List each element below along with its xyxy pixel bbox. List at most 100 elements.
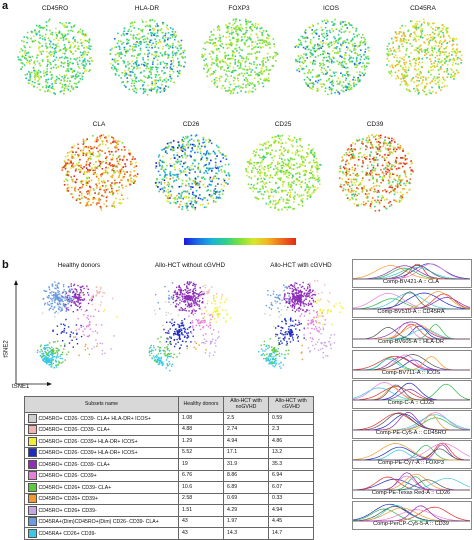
value-cell-healthy: 43 bbox=[179, 528, 224, 540]
histogram-curves bbox=[353, 471, 471, 491]
marker-label: CD26 bbox=[148, 121, 234, 128]
marker-tsne-scatter bbox=[14, 15, 96, 97]
value-cell-cgvhd: 4.94 bbox=[269, 505, 314, 517]
table-header-cgvhd: Allo-HCT with cGVHD bbox=[269, 397, 314, 413]
subset-name-cell: CD45RO+ CD26- CD39+ bbox=[25, 470, 179, 482]
marker-tsne-scatter bbox=[242, 131, 324, 213]
value-cell-cgvhd: 6.07 bbox=[269, 482, 314, 494]
subset-name-cell: CD45RO+ CD26- CD39+ HLA-DR+ ICOS+ bbox=[25, 436, 179, 448]
subset-color-swatch bbox=[28, 448, 37, 457]
subset-name: CD45RA+(Dim)CD45RO+(Dim) CD26- CD39- CLA… bbox=[37, 519, 159, 525]
marker-tsne-scatter bbox=[150, 131, 232, 213]
value-cell-healthy: 43 bbox=[179, 516, 224, 528]
value-cell-nogvhd: 1.97 bbox=[224, 516, 269, 528]
histogram-curves bbox=[353, 320, 471, 340]
histogram-curves bbox=[353, 502, 471, 522]
subset-name: CD45RO+ CD26+ CD39- CLA+ bbox=[37, 485, 111, 491]
value-cell-healthy: 19 bbox=[179, 459, 224, 471]
marker-tsne-scatter bbox=[334, 131, 416, 213]
histogram-label: Comp-PerCP-Cy5-5-A :: CD39 bbox=[352, 521, 470, 527]
histogram-curves bbox=[353, 411, 471, 431]
marker-label: CD45RO bbox=[12, 5, 98, 12]
tsne-title-nogvhd: Allo-HCT without cGVHD bbox=[135, 262, 245, 269]
marker-label: CD45RA bbox=[380, 5, 466, 12]
subset-name-cell: CD45RA+(Dim)CD45RO+(Dim) CD26- CD39- CLA… bbox=[25, 516, 179, 528]
value-cell-healthy: 1.08 bbox=[179, 413, 224, 425]
value-cell-healthy: 1.29 bbox=[179, 436, 224, 448]
subset-color-swatch bbox=[28, 460, 37, 469]
subset-color-swatch bbox=[28, 471, 37, 480]
subset-color-swatch bbox=[28, 494, 37, 503]
marker-tsne-scatter bbox=[382, 15, 464, 97]
subset-color-swatch bbox=[28, 437, 37, 446]
value-cell-nogvhd: 14.3 bbox=[224, 528, 269, 540]
histogram-curves bbox=[353, 381, 471, 401]
subset-name-cell: CD45RO+ CD26- CD39- CLA+ HLA-DR+ ICOS+ bbox=[25, 413, 179, 425]
value-cell-cgvhd: 4.45 bbox=[269, 516, 314, 528]
value-cell-cgvhd: 0.33 bbox=[269, 493, 314, 505]
marker-label: CD39 bbox=[332, 121, 418, 128]
histogram-label: Comp-C-A :: CD25 bbox=[352, 400, 470, 406]
subset-color-swatch bbox=[28, 517, 37, 526]
value-cell-nogvhd: 2.74 bbox=[224, 424, 269, 436]
subset-name-cell: CD45RO+ CD26+ CD39- bbox=[25, 505, 179, 517]
histogram-curves bbox=[353, 351, 471, 371]
value-cell-healthy: 5.52 bbox=[179, 447, 224, 459]
subset-name: CD45RO+ CD26- CD39+ HLA-DR+ ICOS+ bbox=[37, 450, 138, 456]
tsne-title-healthy: Healthy donors bbox=[24, 262, 134, 269]
value-cell-nogvhd: 4.94 bbox=[224, 436, 269, 448]
value-cell-healthy: 2.58 bbox=[179, 493, 224, 505]
value-cell-nogvhd: 0.69 bbox=[224, 493, 269, 505]
panel-letter-b: b bbox=[2, 259, 9, 271]
table-header-subsets: Subsets name bbox=[25, 397, 179, 413]
value-cell-cgvhd: 0.59 bbox=[269, 413, 314, 425]
tsne-plot-healthy bbox=[27, 272, 131, 376]
subset-name: CD45RO+ CD26- CD39- CLA+ bbox=[37, 462, 110, 468]
marker-tile-icos: ICOS bbox=[288, 5, 374, 105]
subset-color-swatch bbox=[28, 529, 37, 538]
histogram-label: Comp-BV421-A :: CLA bbox=[352, 279, 470, 285]
table-header-healthy: Healthy donors bbox=[179, 397, 224, 413]
subset-color-swatch bbox=[28, 483, 37, 492]
subset-color-swatch bbox=[28, 425, 37, 434]
histogram-label: Comp-BV605-A :: HLA-DR bbox=[352, 339, 470, 345]
table-header-nogvhd: Allo-HCT with noGVHD bbox=[224, 397, 269, 413]
value-cell-cgvhd: 14.7 bbox=[269, 528, 314, 540]
marker-label: CD25 bbox=[240, 121, 326, 128]
value-cell-cgvhd: 35.3 bbox=[269, 459, 314, 471]
marker-tile-foxp3: FOXP3 bbox=[196, 5, 282, 105]
subset-name-cell: CD45RO+ CD26- CD39- CLA+ bbox=[25, 459, 179, 471]
subset-name: CD45RO+ CD26+ CD39- bbox=[37, 508, 97, 514]
panel-letter-a: a bbox=[2, 0, 8, 12]
histogram-label: Comp-BV711-A :: ICOS bbox=[352, 370, 470, 376]
table-row: CD45RA+(Dim)CD45RO+(Dim) CD26- CD39- CLA… bbox=[25, 516, 314, 528]
marker-tsne-scatter bbox=[106, 15, 188, 97]
subset-name-cell: CD45RA+ CD26+ CD39- bbox=[25, 528, 179, 540]
marker-tile-cd26: CD26 bbox=[148, 121, 234, 221]
marker-tsne-scatter bbox=[198, 15, 280, 97]
value-cell-nogvhd: 2.5 bbox=[224, 413, 269, 425]
value-cell-healthy: 10.6 bbox=[179, 482, 224, 494]
value-cell-healthy: 4.88 bbox=[179, 424, 224, 436]
value-cell-nogvhd: 6.89 bbox=[224, 482, 269, 494]
value-cell-cgvhd: 13.2 bbox=[269, 447, 314, 459]
histogram-label: Comp-PE-Cy7-A :: FOXP3 bbox=[352, 460, 470, 466]
subset-color-swatch bbox=[28, 414, 37, 423]
marker-tile-cd45ra: CD45RA bbox=[380, 5, 466, 105]
value-cell-cgvhd: 4.86 bbox=[269, 436, 314, 448]
value-cell-nogvhd: 8.86 bbox=[224, 470, 269, 482]
marker-label: ICOS bbox=[288, 5, 374, 12]
marker-label: FOXP3 bbox=[196, 5, 282, 12]
marker-tile-cd45ro: CD45RO bbox=[12, 5, 98, 105]
histogram-curves bbox=[353, 441, 471, 461]
histogram-curves bbox=[353, 260, 471, 280]
subset-name: CD45RO+ CD26- CD39- CLA+ bbox=[37, 427, 110, 433]
histogram-label: Comp-PE-Texas Red-A :: CD26 bbox=[352, 490, 470, 496]
histogram-curves bbox=[353, 290, 471, 310]
